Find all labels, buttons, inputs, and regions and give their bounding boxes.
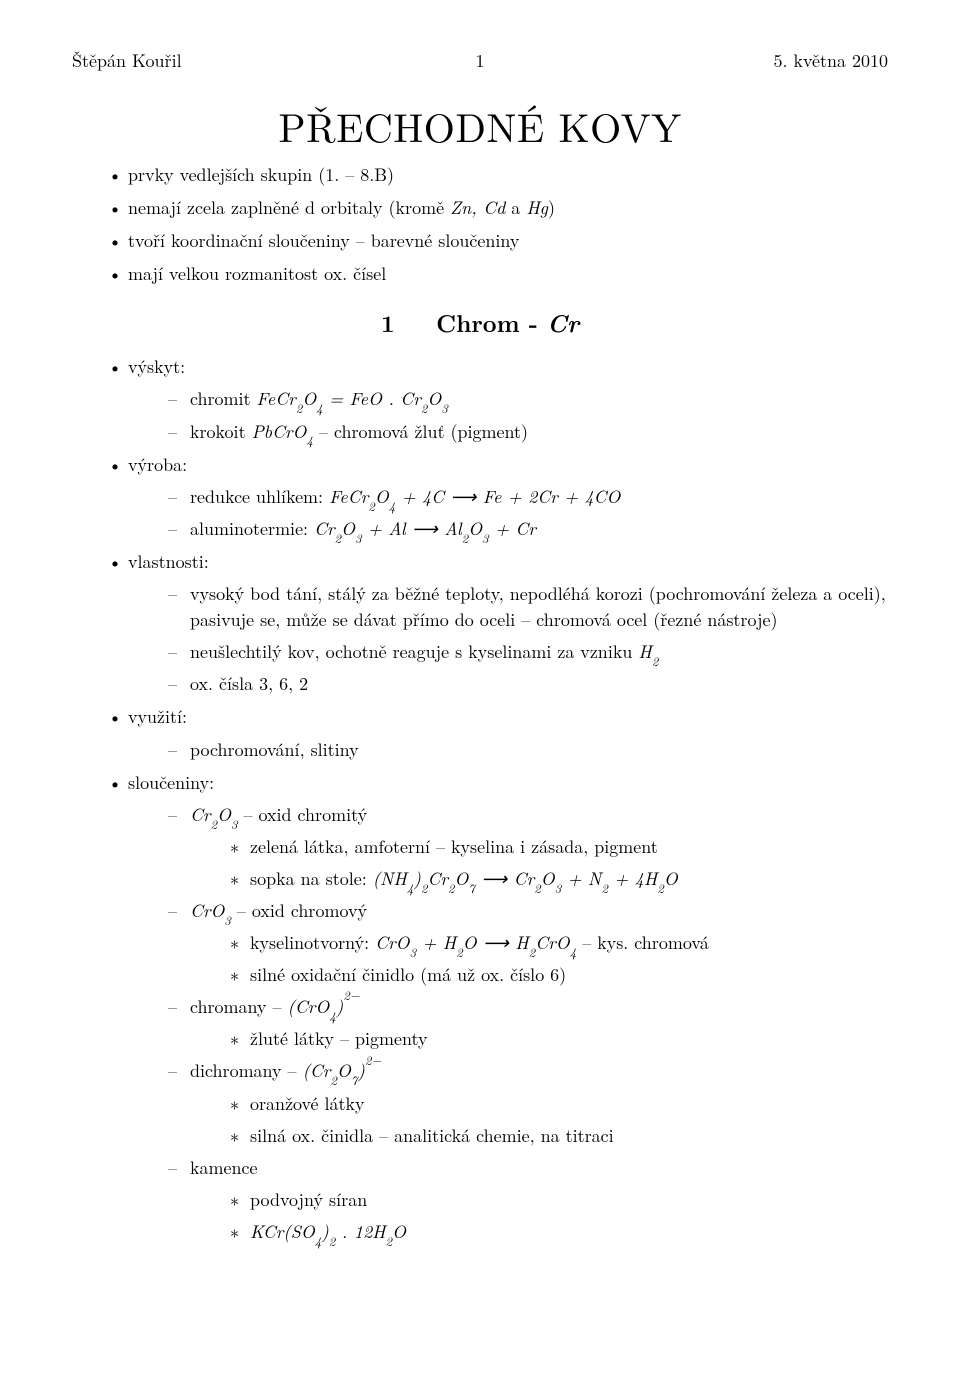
list-item: chromit FeCr2O4 = FeO . Cr2O3 (168, 386, 888, 412)
list-item: silné oxidační činidlo (má už ox. číslo … (230, 962, 888, 988)
text: nemají zcela zaplněné d orbitaly (kromě (128, 195, 450, 220)
formula: PbCrO4 (252, 419, 313, 444)
content-list: výskyt: chromit FeCr2O4 = FeO . Cr2O3 kr… (108, 354, 888, 1245)
compound-dichromany: dichromany – (Cr2O7)2− oranžové látky si… (168, 1058, 888, 1148)
text: ) (548, 195, 555, 220)
formula: (Cr2O7)2− (303, 1058, 382, 1083)
intro-list: prvky vedlejších skupin (1. – 8.B) nemaj… (108, 162, 888, 287)
text: chromit (190, 386, 257, 411)
text: kyselinotvorný: (250, 930, 375, 955)
list-item: neušlechtilý kov, ochotně reaguje s kyse… (168, 639, 888, 665)
list-item: oranžové látky (230, 1091, 888, 1117)
text: – oxid chromitý (238, 802, 368, 827)
text: redukce uhlíkem: (190, 484, 329, 509)
formula: (NH4)2Cr2O7 ⟶ Cr2O3 + N2 + 4H2O (373, 866, 678, 891)
formula: FeCr2O4 + 4C ⟶ Fe + 2Cr + 4CO (329, 484, 620, 509)
list-item: zelená látka, amfoterní – kyselina i zás… (230, 834, 888, 860)
formula: (CrO4)2− (288, 994, 360, 1019)
intro-item: nemají zcela zaplněné d orbitaly (kromě … (108, 195, 888, 221)
compound-kamence: kamence podvojný síran KCr(SO4)2 . 12H2O (168, 1155, 888, 1245)
text: – kys. chromová (576, 930, 709, 955)
formula: CrO3 + H2O ⟶ H2CrO4 (375, 930, 576, 955)
text: sopka na stole: (250, 866, 373, 891)
category-label: sloučeniny: (128, 770, 214, 795)
sublist: podvojný síran KCr(SO4)2 . 12H2O (230, 1187, 888, 1245)
text: aluminotermie: (190, 516, 314, 541)
list-item: silná ox. činidla – analitická chemie, n… (230, 1123, 888, 1149)
intro-item: tvoří koordinační sloučeniny – barevné s… (108, 228, 888, 254)
list-item: krokoit PbCrO4 – chromová žluť (pigment) (168, 419, 888, 445)
header-date: 5. května 2010 (774, 48, 889, 73)
page: Štěpán Kouřil 1 5. května 2010 PŘECHODNÉ… (0, 0, 960, 1379)
sublist: Cr2O3 – oxid chromitý zelená látka, amfo… (168, 802, 888, 1245)
intro-item: prvky vedlejších skupin (1. – 8.B) (108, 162, 888, 188)
category-vyuziti: využití: pochromování, slitiny (108, 704, 888, 762)
section-name: Chrom - (436, 306, 547, 340)
sublist: oranžové látky silná ox. činidla – anali… (230, 1091, 888, 1149)
list-item: pochromování, slitiny (168, 737, 888, 763)
list-item: vysoký bod tání, stálý za běžné teploty,… (168, 581, 888, 633)
section-symbol: Cr (547, 305, 579, 340)
sublist: pochromování, slitiny (168, 737, 888, 763)
document-title: PŘECHODNÉ KOVY (72, 97, 888, 154)
header-page-number: 1 (476, 48, 485, 73)
sublist: vysoký bod tání, stálý za běžné teploty,… (168, 581, 888, 697)
compound-cro3: CrO3 – oxid chromový kyselinotvorný: CrO… (168, 898, 888, 988)
math: Zn, Cd (450, 195, 505, 220)
compound-cr2o3: Cr2O3 – oxid chromitý zelená látka, amfo… (168, 802, 888, 892)
text: – oxid chromový (231, 898, 367, 923)
text: krokoit (190, 419, 252, 444)
intro-item: mají velkou rozmanitost ox. čísel (108, 261, 888, 287)
list-item: kyselinotvorný: CrO3 + H2O ⟶ H2CrO4 – ky… (230, 930, 888, 956)
formula: Cr2O3 (190, 802, 238, 827)
text: – chromová žluť (pigment) (313, 419, 528, 444)
section-heading: 1 Chrom - Cr (72, 305, 888, 340)
text: neušlechtilý kov, ochotně reaguje s kyse… (190, 639, 638, 664)
sublist: zelená látka, amfoterní – kyselina i zás… (230, 834, 888, 892)
sublist: žluté látky – pigmenty (230, 1026, 888, 1052)
sublist: redukce uhlíkem: FeCr2O4 + 4C ⟶ Fe + 2Cr… (168, 484, 888, 542)
category-label: výskyt: (128, 354, 185, 379)
list-item: KCr(SO4)2 . 12H2O (230, 1219, 888, 1245)
formula: KCr(SO4)2 . 12H2O (250, 1219, 406, 1244)
category-vyroba: výroba: redukce uhlíkem: FeCr2O4 + 4C ⟶ … (108, 452, 888, 542)
compound-chromany: chromany – (CrO4)2− žluté látky – pigmen… (168, 994, 888, 1052)
category-label: využití: (128, 704, 187, 729)
list-item: redukce uhlíkem: FeCr2O4 + 4C ⟶ Fe + 2Cr… (168, 484, 888, 510)
list-item: podvojný síran (230, 1187, 888, 1213)
text: a (505, 195, 526, 220)
formula: CrO3 (190, 898, 231, 923)
math: Hg (526, 195, 548, 220)
list-item: žluté látky – pigmenty (230, 1026, 888, 1052)
category-vlastnosti: vlastnosti: vysoký bod tání, stálý za bě… (108, 549, 888, 697)
sublist: kyselinotvorný: CrO3 + H2O ⟶ H2CrO4 – ky… (230, 930, 888, 988)
list-item: ox. čísla 3, 6, 2 (168, 671, 888, 697)
page-header: Štěpán Kouřil 1 5. května 2010 (72, 48, 888, 73)
formula: H2 (638, 639, 658, 664)
category-slouceniny: sloučeniny: Cr2O3 – oxid chromitý zelená… (108, 770, 888, 1245)
text: kamence (190, 1155, 257, 1180)
category-label: výroba: (128, 452, 187, 477)
category-label: vlastnosti: (128, 549, 209, 574)
list-item: sopka na stole: (NH4)2Cr2O7 ⟶ Cr2O3 + N2… (230, 866, 888, 892)
formula: FeCr2O4 = FeO . Cr2O3 (257, 386, 448, 411)
section-number: 1 (381, 306, 395, 340)
category-vyskyt: výskyt: chromit FeCr2O4 = FeO . Cr2O3 kr… (108, 354, 888, 444)
list-item: aluminotermie: Cr2O3 + Al ⟶ Al2O3 + Cr (168, 516, 888, 542)
text: chromany – (190, 994, 288, 1019)
formula: Cr2O3 + Al ⟶ Al2O3 + Cr (314, 516, 536, 541)
text: dichromany – (190, 1058, 303, 1083)
sublist: chromit FeCr2O4 = FeO . Cr2O3 krokoit Pb… (168, 386, 888, 444)
header-author: Štěpán Kouřil (72, 48, 182, 73)
